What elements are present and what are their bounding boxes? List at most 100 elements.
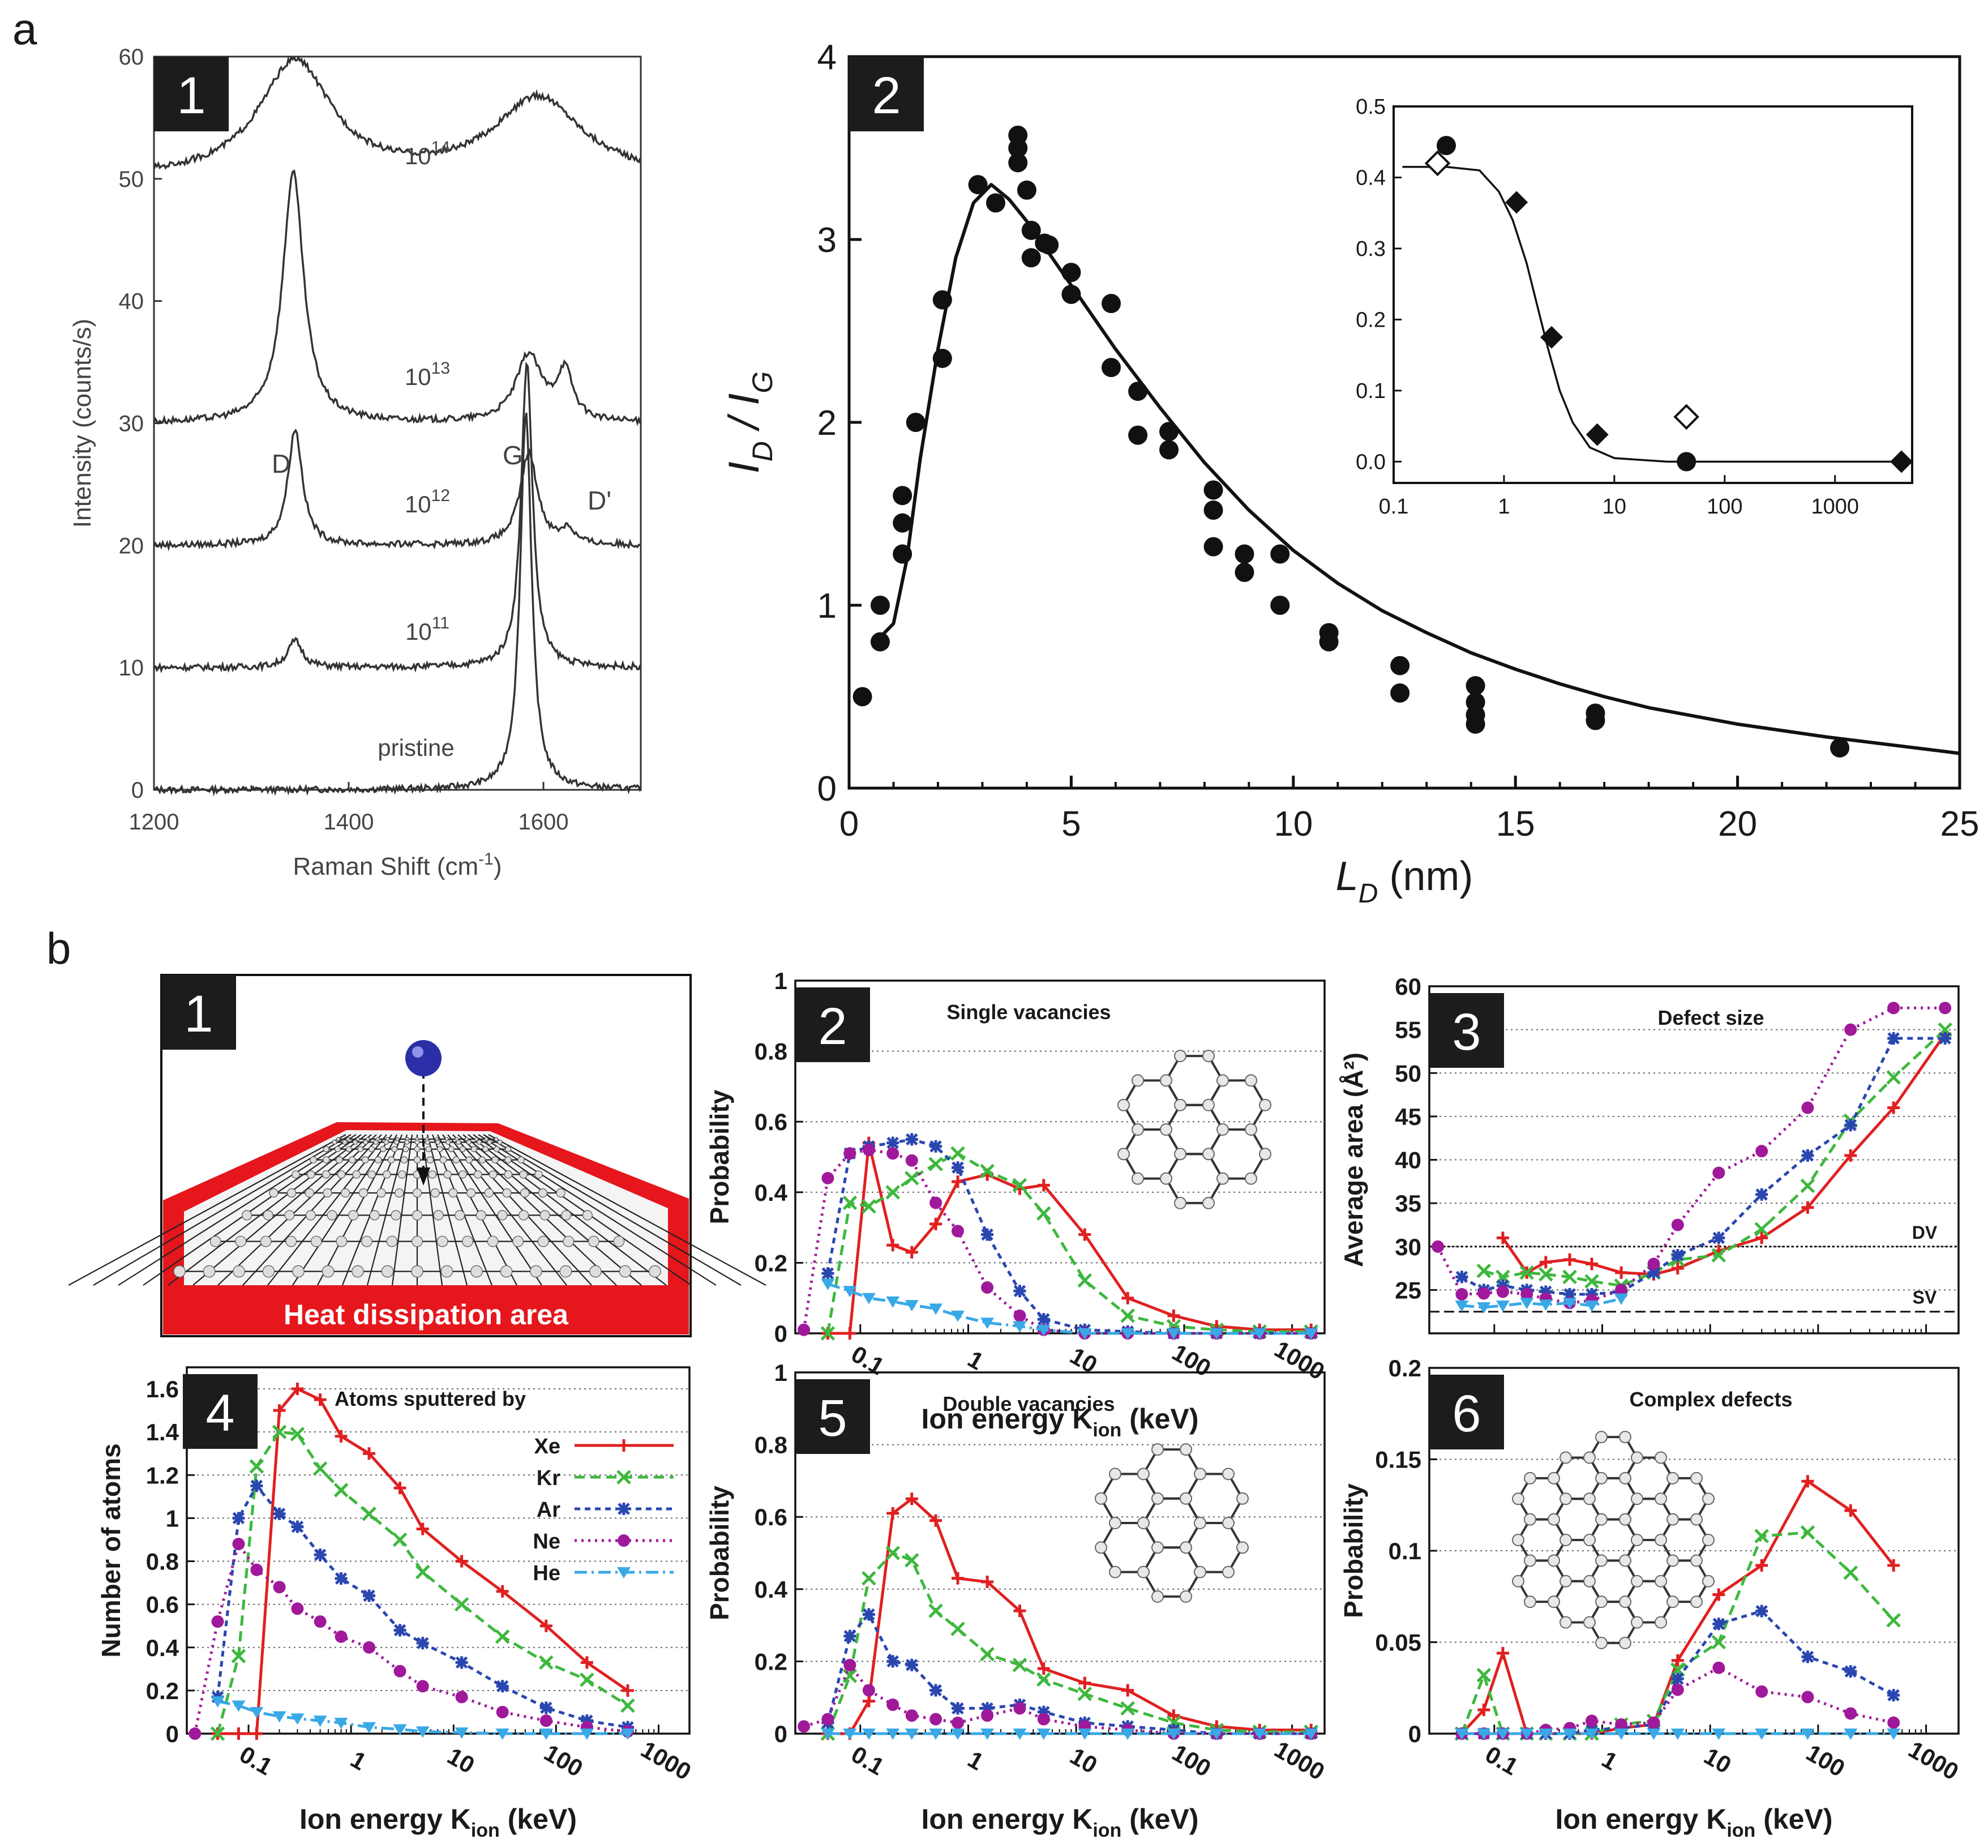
b1-lattice-atom [505, 1146, 512, 1152]
b3-ref-label: SV [1913, 1287, 1937, 1308]
b2-point-he [1167, 1328, 1181, 1340]
b1-lattice-atom [307, 1170, 315, 1179]
b1-lattice-atom [428, 1170, 437, 1179]
b1-lattice-atom [336, 1137, 341, 1141]
b5-point-ne [862, 1684, 875, 1697]
b5-molecule-atom [1137, 1565, 1150, 1578]
b3-point-ne [1496, 1285, 1509, 1298]
b1-lattice-atom [487, 1235, 499, 1247]
b4-legend-marker [616, 1470, 631, 1485]
b1-lattice-atom [209, 1235, 221, 1247]
b1-lattice-atom [519, 1170, 528, 1179]
b1-lattice-atom [402, 1146, 409, 1152]
b6-molecule-atom [1559, 1534, 1572, 1546]
b1-lattice-atom [374, 1156, 382, 1163]
b2-xtick-label: 1 [963, 1345, 988, 1375]
b2-molecule-atom [1216, 1172, 1229, 1185]
b1-lattice-atom [262, 1265, 275, 1278]
b2-molecule-bond [1122, 1128, 1182, 1180]
b6-molecule-atom [1583, 1451, 1596, 1464]
b1-lattice-atom [439, 1156, 447, 1163]
a2-inset-open-diamond [1424, 150, 1451, 177]
b1-lattice-atom [352, 1265, 364, 1278]
b3-point-xe [1844, 1149, 1857, 1162]
b4-point-ar [250, 1479, 263, 1492]
b4-badge: 4 [205, 1384, 234, 1442]
b1-lattice-line [488, 1134, 766, 1286]
b6-point-xe [1887, 1559, 1900, 1572]
b4-ytick-label: 1.2 [146, 1462, 179, 1488]
a2-data-point [1270, 544, 1290, 564]
b2-molecule-atom [1245, 1074, 1257, 1087]
b5-molecule-atom [1109, 1565, 1121, 1578]
b2-point-ar [905, 1133, 918, 1146]
b2-point-he [1078, 1328, 1092, 1340]
b1-lattice-atom [482, 1146, 489, 1152]
b2-molecule-atom [1245, 1172, 1257, 1185]
b5-molecule-atom [1095, 1492, 1107, 1505]
b1-lattice-atom [242, 1210, 252, 1221]
b5-point-kr [862, 1571, 876, 1586]
a2-data-point [1159, 440, 1179, 460]
b4-point-ar [335, 1572, 348, 1585]
b2-ytick-label: 0.8 [755, 1038, 787, 1065]
a2-inset-xtick-label: 1000 [1811, 495, 1859, 519]
b1-lattice-atom [341, 1188, 350, 1198]
b2-molecule-atom [1259, 1098, 1271, 1111]
b6-badge: 6 [1452, 1385, 1481, 1443]
b5-point-he [862, 1729, 876, 1740]
b3-point-xe [1563, 1253, 1576, 1266]
b2-molecule-atom [1216, 1123, 1229, 1136]
b3-point-ar [1671, 1249, 1684, 1262]
b2-molecule-atom [1160, 1172, 1172, 1185]
b2-point-kr [820, 1326, 836, 1341]
b3-point-ne [1887, 1002, 1900, 1015]
b6-molecule-atom [1559, 1616, 1572, 1629]
b5-point-xe [929, 1514, 942, 1527]
b4-legend-label: Kr [537, 1466, 560, 1490]
b4-point-kr [392, 1532, 408, 1547]
b2-ytick-label: 0.6 [755, 1109, 787, 1135]
b6-molecule-atom [1595, 1554, 1608, 1567]
b2-badge-box [795, 987, 870, 1062]
b2-point-he [886, 1296, 900, 1308]
b2-xtick-label: 100 [1168, 1339, 1215, 1382]
a2-data-point [1235, 562, 1254, 582]
b4-point-xe [393, 1482, 406, 1495]
b3-ytick-label: 25 [1395, 1277, 1421, 1303]
b5-molecule-atom [1151, 1541, 1164, 1554]
a2-data-point [1061, 284, 1081, 304]
b4-point-ne [211, 1615, 224, 1628]
b1-lattice-atom [361, 1156, 369, 1163]
b5-point-xe [981, 1576, 994, 1589]
a2-inset-ytick-label: 0.3 [1356, 237, 1386, 261]
b4-point-ne [363, 1641, 376, 1654]
b3-point-he [1455, 1300, 1469, 1312]
b1-lattice-atom [433, 1210, 444, 1221]
b1-ion-highlight [412, 1046, 423, 1058]
b2-xlabel: Ion energy Kion (keV) [922, 1403, 1199, 1441]
b3-point-ne [1477, 1287, 1490, 1300]
b1-lattice-atom [260, 1235, 272, 1247]
b2-point-xe [905, 1246, 918, 1259]
b6-ytick-label: 0.15 [1375, 1447, 1421, 1473]
b1-lattice-atom [348, 1210, 359, 1221]
a2-data-point [1102, 358, 1121, 378]
b1-lattice-atom [292, 1265, 305, 1278]
a2-inset-xtick-label: 10 [1603, 495, 1626, 519]
b5-molecule-atom [1151, 1590, 1164, 1603]
b1-lattice-atom [411, 1265, 423, 1278]
b5-point-he [1078, 1729, 1092, 1740]
b1-lattice-atom [322, 1265, 335, 1278]
a2-data-point [1128, 425, 1148, 445]
b1-lattice-atom [484, 1137, 489, 1141]
b6-molecule-atom [1655, 1451, 1667, 1464]
b4-xlabel: Ion energy Kion (keV) [299, 1803, 577, 1841]
b6-point-he [1520, 1729, 1534, 1740]
b3-point-ar [1887, 1032, 1900, 1045]
b4-xlabel-sub: ion [471, 1820, 500, 1841]
b6-molecule-atom [1524, 1513, 1536, 1526]
a2-inset-ytick-label: 0.2 [1356, 308, 1386, 332]
a2-data-point [1390, 683, 1410, 703]
b6-xtick-label: 100 [1802, 1739, 1849, 1782]
